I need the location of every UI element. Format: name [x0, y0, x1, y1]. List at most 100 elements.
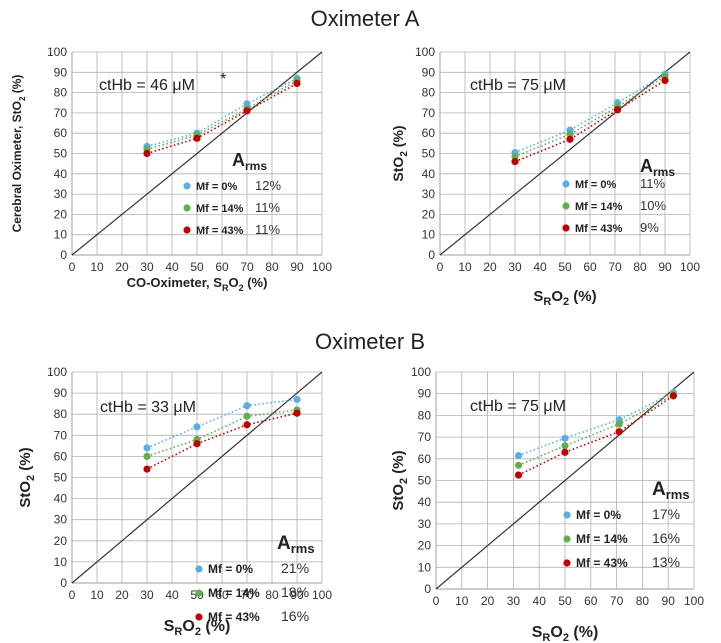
x-tick-label: 100 — [680, 260, 700, 274]
identity-line — [71, 51, 323, 256]
legend-label: Mf = 43% — [576, 556, 628, 570]
arms-subscript: rms — [653, 165, 675, 179]
data-point — [243, 402, 251, 410]
legend-label: Mf = 14% — [576, 532, 628, 546]
series-line-1 — [518, 391, 674, 457]
cthb-annotation: ctHb = 75 μM — [470, 77, 566, 94]
y-tick-label: 30 — [422, 187, 436, 201]
y-tick-label: 100 — [411, 365, 431, 379]
cthb-annotation: ctHb = 33 μM — [100, 399, 196, 416]
legend-label: Mf = 14% — [575, 201, 623, 213]
data-point — [293, 395, 301, 404]
x-label-main: S — [164, 618, 175, 635]
y-tick-label: 80 — [54, 86, 68, 100]
x-tick-label: 60 — [215, 588, 229, 602]
cthb-annotation: ctHb = 46 μM — [99, 77, 195, 94]
x-tick-label: 80 — [636, 594, 650, 608]
y-tick-label: 90 — [418, 387, 432, 401]
legend-marker — [562, 224, 570, 232]
y-label-sub: 2 — [25, 475, 37, 481]
rms-value: 18% — [281, 584, 309, 600]
y-label-sub: 2 — [399, 151, 410, 157]
chart-panel-2: 00 10 10 20 20 30 30 40 40 50 50 60 60 70 70 80 80 90 90 10… — [390, 45, 700, 308]
data-point — [514, 471, 523, 479]
y-tick-label: 100 — [415, 45, 435, 59]
x-label-sub: R — [174, 626, 182, 638]
x-tick-label: 50 — [190, 260, 204, 274]
y-tick-label: 0 — [424, 582, 431, 596]
x-tick-label: 80 — [265, 588, 279, 602]
x-tick-label: 70 — [240, 588, 254, 602]
x-tick-label: 10 — [90, 260, 104, 274]
x-axis-label: SRO2 (%) — [533, 288, 596, 308]
data-point — [613, 106, 622, 114]
legend-label: Mf = 0% — [576, 508, 621, 522]
data-point — [193, 134, 201, 142]
x-tick-label: 20 — [483, 260, 497, 274]
x-tick-label: 10 — [458, 260, 472, 274]
rms-value: 10% — [640, 198, 666, 213]
y-tick-label: 40 — [54, 492, 68, 506]
data-point — [514, 451, 523, 460]
x-tick-label: 80 — [633, 260, 647, 274]
y-tick-label: 0 — [428, 248, 435, 262]
x-tick-label: 30 — [507, 594, 521, 608]
y-label-main: Cerebral Oximeter, StO — [10, 101, 24, 232]
y-tick-label: 60 — [54, 449, 68, 463]
y-tick-label: 10 — [422, 228, 436, 242]
legend-marker — [563, 559, 571, 567]
legend-marker — [562, 180, 570, 188]
x-tick-label: 0 — [437, 260, 444, 274]
identity-line — [435, 371, 695, 590]
x-label-sub2: 2 — [563, 632, 569, 643]
y-label-end: (%) — [10, 75, 24, 97]
chart-panel-4: 00 10 10 20 20 30 30 40 40 50 50 60 60 70 70 80 80 90 90 10… — [390, 365, 704, 643]
legend-marker — [563, 511, 571, 519]
y-label-sub: 2 — [18, 96, 27, 101]
y-tick-label: 60 — [418, 452, 432, 466]
y-axis-label: Cerebral Oximeter, StO2 (%) — [10, 75, 27, 233]
y-tick-label: 80 — [54, 407, 68, 421]
y-tick-label: 30 — [54, 513, 68, 527]
x-label-post: O — [228, 275, 238, 290]
rms-value: 21% — [281, 560, 309, 576]
y-label-end: (%) — [390, 450, 407, 478]
rms-value: 11% — [640, 176, 665, 191]
arms-title: Arms — [277, 533, 315, 556]
series-line-2 — [518, 394, 674, 467]
data-point — [566, 135, 574, 143]
series-line-3 — [146, 82, 298, 155]
x-tick-label: 40 — [165, 260, 179, 274]
y-tick-label: 70 — [418, 430, 432, 444]
series-line-1 — [146, 398, 298, 449]
legend-marker — [562, 202, 570, 210]
legend-label: Mf = 14% — [196, 203, 244, 215]
data-point — [561, 434, 569, 442]
rms-value: 12% — [255, 178, 281, 193]
series-line-1 — [146, 77, 298, 148]
data-point — [243, 412, 251, 420]
rms-value: 9% — [640, 220, 659, 235]
y-label-main: StO — [17, 481, 34, 508]
legend-label: Mf = 0% — [575, 179, 616, 191]
arms-main: A — [232, 150, 245, 170]
y-tick-label: 30 — [54, 187, 68, 201]
x-label-sub: R — [222, 283, 229, 293]
y-label-end: (%) — [390, 125, 406, 151]
data-point — [193, 440, 201, 448]
x-label-end: (%) — [201, 618, 230, 635]
x-tick-label: 40 — [533, 594, 547, 608]
x-tick-label: 0 — [433, 594, 440, 608]
y-tick-label: 70 — [54, 428, 68, 442]
x-tick-label: 70 — [240, 260, 254, 274]
y-label-main: StO — [390, 484, 407, 511]
section-title-oximeter-b: Oximeter B — [315, 329, 425, 354]
x-tick-label: 0 — [69, 588, 76, 602]
charts-container: 0010102020303040405050606070708080909010… — [10, 45, 704, 643]
x-tick-label: 90 — [658, 260, 672, 274]
data-point — [661, 76, 669, 85]
arms-subscript: rms — [666, 487, 690, 502]
y-tick-label: 60 — [422, 126, 436, 140]
legend-marker — [195, 613, 203, 621]
data-point — [243, 421, 251, 429]
